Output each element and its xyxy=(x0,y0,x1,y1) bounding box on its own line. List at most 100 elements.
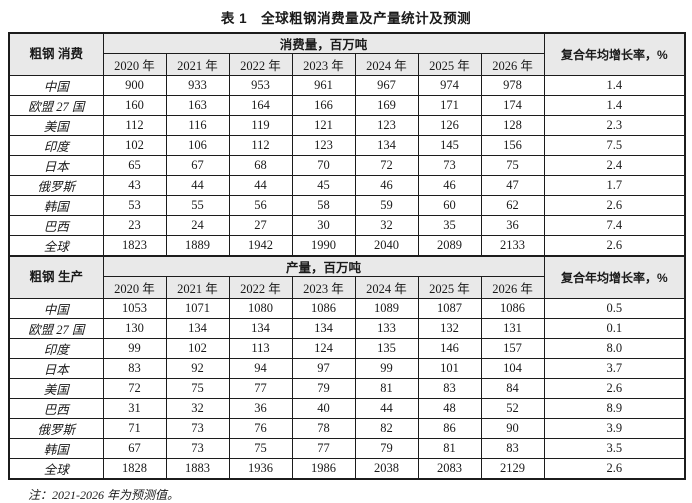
value-cell: 84 xyxy=(480,378,545,399)
value-cell: 126 xyxy=(417,115,482,136)
value-cell: 48 xyxy=(417,398,482,419)
value-cell: 36 xyxy=(480,215,545,236)
value-cell: 1086 xyxy=(291,298,356,319)
table-row: 美国 112 116 119 121 123 126 128 2.3 xyxy=(8,115,686,136)
region-cell: 巴西 xyxy=(8,215,104,236)
table-row: 巴西 23 24 27 30 32 35 36 7.4 xyxy=(8,215,686,236)
cagr-cell: 3.7 xyxy=(543,358,686,379)
year-header-cell: 2026 年 xyxy=(480,276,545,299)
cagr-header: 复合年均增长率，% xyxy=(543,255,686,299)
value-cell: 116 xyxy=(165,115,230,136)
value-cell: 32 xyxy=(354,215,419,236)
value-cell: 31 xyxy=(102,398,167,419)
value-cell: 72 xyxy=(102,378,167,399)
cagr-cell: 3.9 xyxy=(543,418,686,439)
year-header-cell: 2022 年 xyxy=(228,276,293,299)
value-cell: 62 xyxy=(480,195,545,216)
value-cell: 60 xyxy=(417,195,482,216)
value-cell: 2083 xyxy=(417,458,482,480)
region-cell: 中国 xyxy=(8,75,104,96)
value-cell: 119 xyxy=(228,115,293,136)
value-cell: 94 xyxy=(228,358,293,379)
year-header-cell: 2020 年 xyxy=(102,276,167,299)
value-cell: 933 xyxy=(165,75,230,96)
year-header-cell: 2024 年 xyxy=(354,53,419,76)
value-cell: 102 xyxy=(102,135,167,156)
value-cell: 81 xyxy=(417,438,482,459)
value-cell: 2040 xyxy=(354,235,419,257)
value-cell: 113 xyxy=(228,338,293,359)
cagr-cell: 8.0 xyxy=(543,338,686,359)
year-header-cell: 2023 年 xyxy=(291,276,356,299)
cagr-cell: 8.9 xyxy=(543,398,686,419)
value-cell: 44 xyxy=(228,175,293,196)
value-cell: 99 xyxy=(354,358,419,379)
cagr-cell: 1.4 xyxy=(543,75,686,96)
value-cell: 974 xyxy=(417,75,482,96)
group-header: 消费量，百万吨 xyxy=(102,32,545,54)
value-cell: 135 xyxy=(354,338,419,359)
value-cell: 52 xyxy=(480,398,545,419)
value-cell: 134 xyxy=(354,135,419,156)
value-cell: 121 xyxy=(291,115,356,136)
value-cell: 1071 xyxy=(165,298,230,319)
table-row: 俄罗斯 71 73 76 78 82 86 90 3.9 xyxy=(8,418,686,439)
table-row: 欧盟 27 国 160 163 164 166 169 171 174 1.4 xyxy=(8,95,686,116)
value-cell: 90 xyxy=(480,418,545,439)
value-cell: 978 xyxy=(480,75,545,96)
value-cell: 83 xyxy=(417,378,482,399)
value-cell: 156 xyxy=(480,135,545,156)
region-cell: 印度 xyxy=(8,135,104,156)
value-cell: 2133 xyxy=(480,235,545,257)
year-header-cell: 2025 年 xyxy=(417,53,482,76)
value-cell: 101 xyxy=(417,358,482,379)
value-cell: 71 xyxy=(102,418,167,439)
region-cell: 欧盟 27 国 xyxy=(8,318,104,339)
section-header-row: 粗钢 生产 产量，百万吨 复合年均增长率，% xyxy=(8,255,686,299)
year-header-cell: 2022 年 xyxy=(228,53,293,76)
value-cell: 43 xyxy=(102,175,167,196)
value-cell: 67 xyxy=(102,438,167,459)
cagr-cell: 2.3 xyxy=(543,115,686,136)
value-cell: 1087 xyxy=(417,298,482,319)
value-cell: 1080 xyxy=(228,298,293,319)
table-row: 日本 83 92 94 97 99 101 104 3.7 xyxy=(8,358,686,379)
table-row: 日本 65 67 68 70 72 73 75 2.4 xyxy=(8,155,686,176)
group-header: 产量，百万吨 xyxy=(102,255,545,277)
value-cell: 953 xyxy=(228,75,293,96)
year-header-cell: 2020 年 xyxy=(102,53,167,76)
value-cell: 99 xyxy=(102,338,167,359)
section-label: 粗钢 生产 xyxy=(8,255,104,299)
value-cell: 2089 xyxy=(417,235,482,257)
cagr-cell: 2.6 xyxy=(543,458,686,480)
region-cell: 美国 xyxy=(8,378,104,399)
value-cell: 123 xyxy=(354,115,419,136)
region-cell: 俄罗斯 xyxy=(8,418,104,439)
value-cell: 145 xyxy=(417,135,482,156)
year-header-cell: 2026 年 xyxy=(480,53,545,76)
value-cell: 164 xyxy=(228,95,293,116)
cagr-cell: 2.6 xyxy=(543,378,686,399)
value-cell: 131 xyxy=(480,318,545,339)
region-cell: 印度 xyxy=(8,338,104,359)
value-cell: 92 xyxy=(165,358,230,379)
cagr-cell: 0.1 xyxy=(543,318,686,339)
value-cell: 112 xyxy=(228,135,293,156)
value-cell: 900 xyxy=(102,75,167,96)
table-row: 印度 102 106 112 123 134 145 156 7.5 xyxy=(8,135,686,156)
year-header-row: 2020 年 2021 年 2022 年 2023 年 2024 年 2025 年 2026… xyxy=(9,53,685,76)
region-cell: 中国 xyxy=(8,298,104,319)
value-cell: 97 xyxy=(291,358,356,379)
table-row: 中国 900 933 953 961 967 974 978 1.4 xyxy=(8,75,686,96)
region-cell: 日本 xyxy=(8,155,104,176)
cagr-cell: 3.5 xyxy=(543,438,686,459)
value-cell: 53 xyxy=(102,195,167,216)
table-row: 中国 1053 1071 1080 1086 1089 1087 1086 0.5 xyxy=(8,298,686,319)
value-cell: 1942 xyxy=(228,235,293,257)
table-row: 欧盟 27 国 130 134 134 134 133 132 131 0.1 xyxy=(8,318,686,339)
value-cell: 75 xyxy=(480,155,545,176)
value-cell: 2129 xyxy=(480,458,545,480)
region-cell: 全球 xyxy=(8,235,104,257)
value-cell: 83 xyxy=(480,438,545,459)
